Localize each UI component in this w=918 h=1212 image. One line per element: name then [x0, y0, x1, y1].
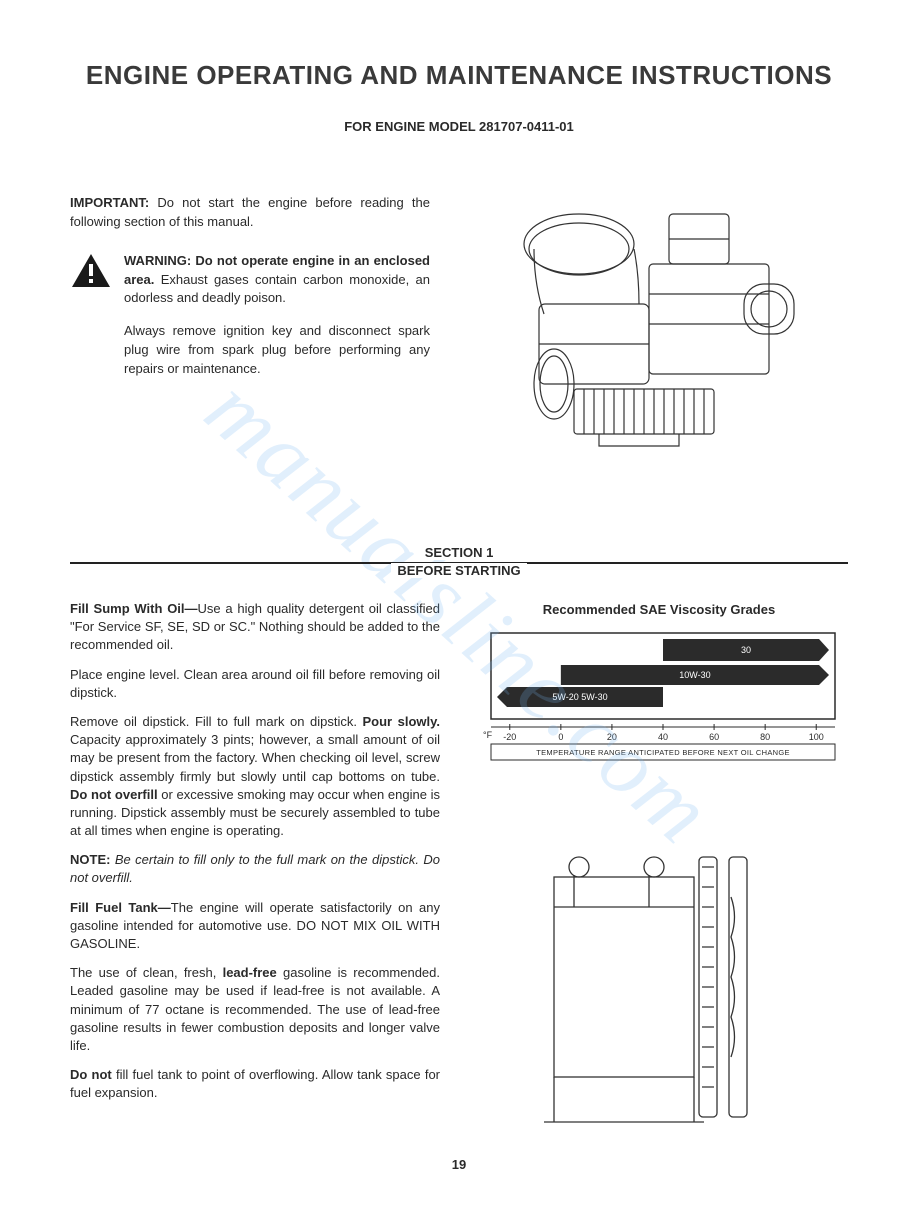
note-label: NOTE:	[70, 852, 110, 867]
page-title: ENGINE OPERATING AND MAINTENANCE INSTRUC…	[70, 60, 848, 91]
svg-text:5W-20 5W-30: 5W-20 5W-30	[552, 692, 607, 702]
section-number: SECTION 1	[419, 545, 500, 560]
svg-text:100: 100	[809, 732, 824, 742]
svg-text:10W-30: 10W-30	[679, 670, 710, 680]
p3b: Pour slowly.	[362, 714, 440, 729]
engine-illustration	[450, 194, 848, 454]
chart-title: Recommended SAE Viscosity Grades	[470, 602, 848, 617]
warning-block: WARNING: Do not operate engine in an enc…	[70, 252, 430, 309]
model-subtitle: FOR ENGINE MODEL 281707-0411-01	[70, 119, 848, 134]
p-place-level: Place engine level. Clean area around oi…	[70, 666, 440, 702]
svg-text:0: 0	[558, 732, 563, 742]
body-column: Fill Sump With Oil—Use a high quality de…	[70, 600, 440, 1137]
p3a: Remove oil dipstick. Fill to full mark o…	[70, 714, 362, 729]
warning-text-block: WARNING: Do not operate engine in an enc…	[124, 252, 430, 309]
svg-text:60: 60	[709, 732, 719, 742]
svg-text:30: 30	[741, 645, 751, 655]
svg-text:40: 40	[658, 732, 668, 742]
p3c: Capacity approximately 3 pints; however,…	[70, 732, 440, 783]
p3d: Do not overfill	[70, 787, 158, 802]
p-fill-sump: Fill Sump With Oil—Use a high quality de…	[70, 600, 440, 655]
p-do-not-overflow: Do not fill fuel tank to point of overfl…	[70, 1066, 440, 1102]
page-number: 19	[70, 1157, 848, 1172]
section-header: SECTION 1 BEFORE STARTING	[70, 544, 848, 580]
important-label: IMPORTANT:	[70, 195, 149, 210]
dipstick-illustration	[470, 847, 848, 1137]
section-name: BEFORE STARTING	[391, 563, 526, 578]
p5b: lead-free	[223, 965, 277, 980]
fill-sump-lead: Fill Sump With Oil—	[70, 601, 198, 616]
important-paragraph: IMPORTANT: Do not start the engine befor…	[70, 194, 430, 232]
ignition-paragraph: Always remove ignition key and disconnec…	[124, 322, 430, 379]
svg-text:-20: -20	[503, 732, 516, 742]
warning-icon	[70, 252, 112, 290]
chart-column: Recommended SAE Viscosity Grades 30 10W-3…	[470, 600, 848, 1137]
p6b: fill fuel tank to point of overflowing. …	[70, 1067, 440, 1100]
p5a: The use of clean, fresh,	[70, 965, 223, 980]
p-note: NOTE: Be certain to fill only to the ful…	[70, 851, 440, 887]
p6a: Do not	[70, 1067, 112, 1082]
p-remove-dipstick: Remove oil dipstick. Fill to full mark o…	[70, 713, 440, 840]
p-fill-fuel: Fill Fuel Tank—The engine will operate s…	[70, 899, 440, 954]
viscosity-chart: 30 10W-30 5W-20 5W-30 °F -20 0 20 40 60 80 100 TEMP…	[470, 627, 848, 782]
note-text: Be certain to fill only to the full mark…	[70, 852, 440, 885]
svg-text:TEMPERATURE RANGE ANTICIPATED: TEMPERATURE RANGE ANTICIPATED BEFORE NEX…	[536, 748, 790, 757]
upper-section: IMPORTANT: Do not start the engine befor…	[70, 194, 848, 454]
svg-text:80: 80	[760, 732, 770, 742]
svg-text:20: 20	[607, 732, 617, 742]
warning-body: Exhaust gases contain carbon monoxide, a…	[124, 272, 430, 306]
p-lead-free: The use of clean, fresh, lead-free gasol…	[70, 964, 440, 1055]
fill-fuel-lead: Fill Fuel Tank—	[70, 900, 171, 915]
svg-text:°F: °F	[483, 730, 493, 740]
lower-section: Fill Sump With Oil—Use a high quality de…	[70, 600, 848, 1137]
intro-column: IMPORTANT: Do not start the engine befor…	[70, 194, 430, 454]
